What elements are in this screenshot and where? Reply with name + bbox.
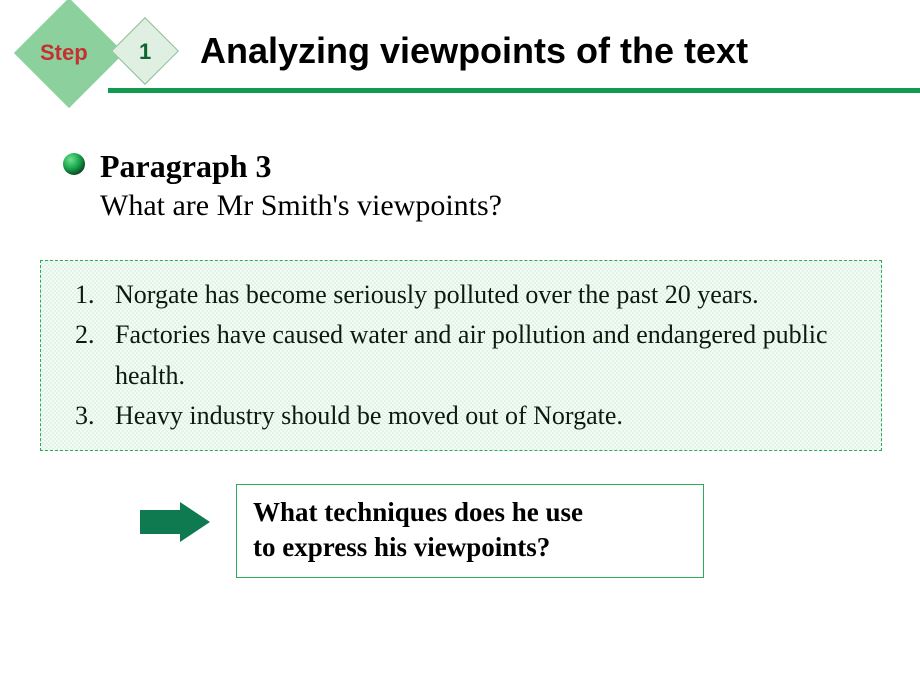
callout-group: What techniques does he use to express h… — [236, 484, 704, 578]
callout-box: What techniques does he use to express h… — [236, 484, 704, 578]
step-label: Step — [40, 40, 88, 66]
list-item: Factories have caused water and air poll… — [61, 315, 861, 396]
bullet-icon — [62, 152, 86, 176]
slide-header: Step 1 Analyzing viewpoints of the text — [0, 0, 920, 100]
step-number: 1 — [139, 39, 151, 65]
list-item: Norgate has become seriously polluted ov… — [61, 275, 861, 315]
callout-line2: to express his viewpoints? — [253, 532, 550, 562]
callout-text: What techniques does he use to express h… — [253, 495, 687, 565]
callout-line1: What techniques does he use — [253, 497, 583, 527]
viewpoints-list: Norgate has become seriously polluted ov… — [61, 275, 861, 436]
arrow-icon — [140, 502, 210, 542]
paragraph-block: Paragraph 3 What are Mr Smith's viewpoin… — [100, 148, 502, 223]
slide-title: Analyzing viewpoints of the text — [200, 30, 748, 72]
title-underline — [108, 88, 920, 93]
paragraph-heading: Paragraph 3 — [100, 148, 502, 185]
paragraph-question: What are Mr Smith's viewpoints? — [100, 189, 502, 223]
viewpoints-box: Norgate has become seriously polluted ov… — [40, 260, 882, 451]
list-item: Heavy industry should be moved out of No… — [61, 396, 861, 436]
